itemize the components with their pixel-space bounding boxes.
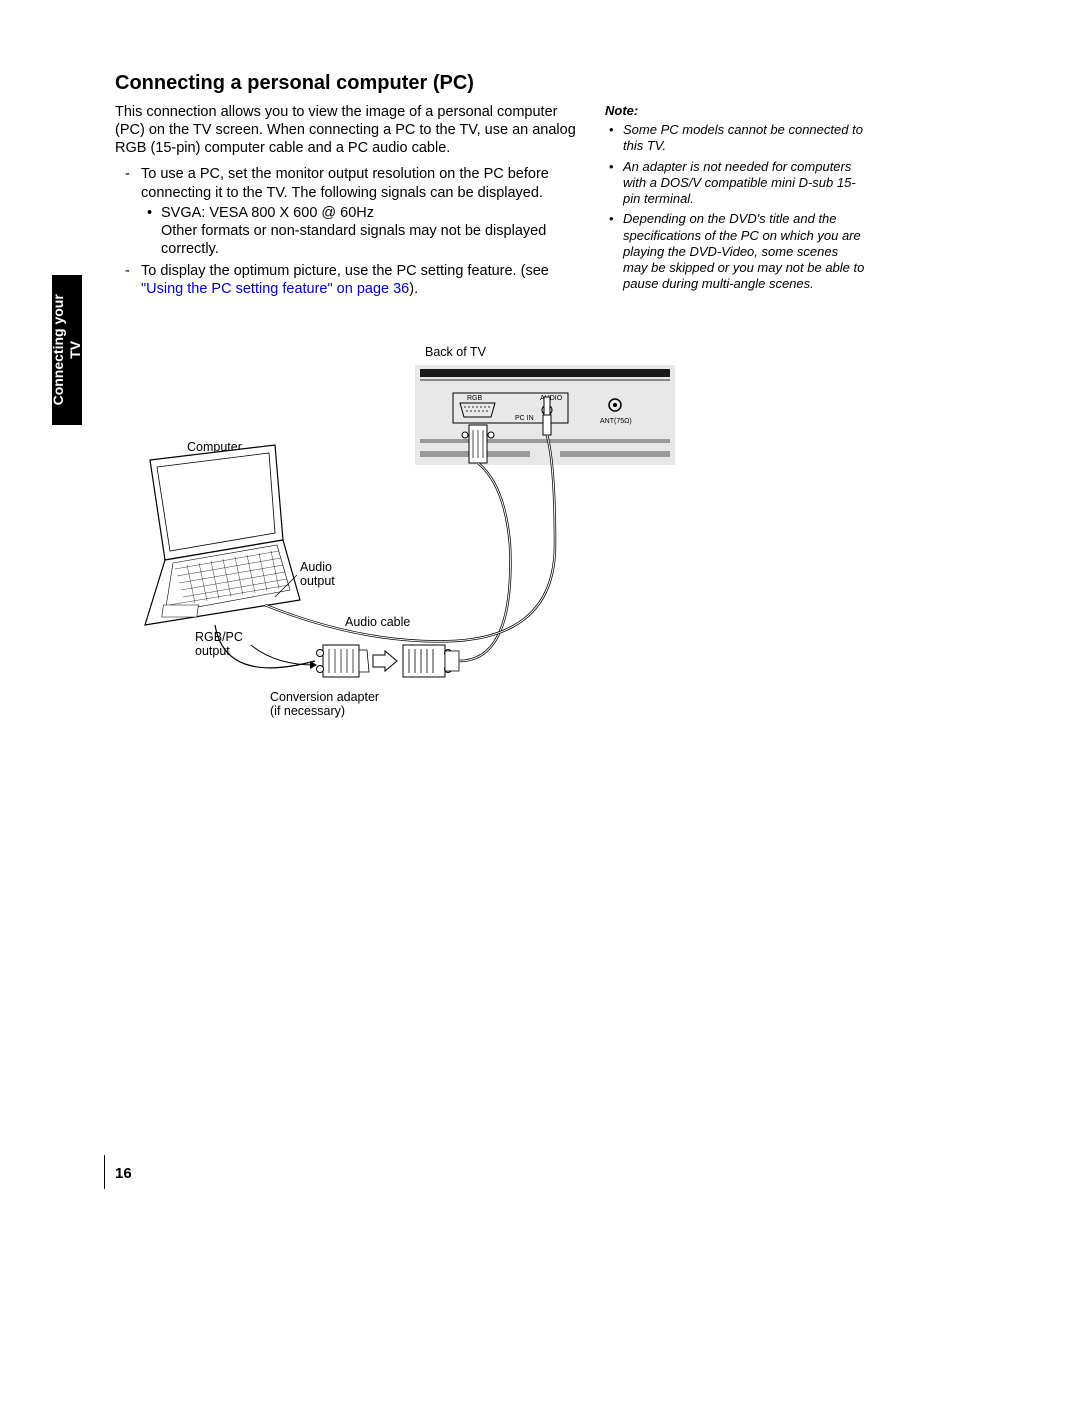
laptop-icon (145, 445, 300, 625)
sub-list: SVGA: VESA 800 X 600 @ 60Hz Other format… (141, 204, 585, 258)
right-column: Note: Some PC models cannot be connected… (605, 103, 865, 302)
sub-bullet-text: SVGA: VESA 800 X 600 @ 60Hz (161, 205, 374, 221)
page-number-divider (104, 1155, 105, 1189)
left-column: This connection allows you to view the i… (115, 103, 585, 302)
list-item-text: To use a PC, set the monitor output reso… (141, 166, 549, 200)
note-heading: Note: (605, 103, 865, 118)
port-label-ant: ANT(75Ω) (600, 418, 632, 425)
list-item: To use a PC, set the monitor output reso… (129, 165, 585, 258)
conversion-adapter-icon (317, 645, 460, 677)
note-item: Some PC models cannot be connected to th… (605, 122, 865, 155)
note-list: Some PC models cannot be connected to th… (605, 122, 865, 293)
instruction-list: To use a PC, set the monitor output reso… (115, 165, 585, 298)
list-item-text-b: ). (409, 281, 418, 297)
note-item: An adapter is not needed for computers w… (605, 159, 865, 208)
diagram-svg: RGB AUDIO PC IN ANT(75Ω) (115, 345, 675, 735)
page-content: Connecting a personal computer (PC) This… (115, 72, 965, 302)
note-item: Depending on the DVD's title and the spe… (605, 211, 865, 292)
list-item-text-a: To display the optimum picture, use the … (141, 263, 549, 279)
sub-text: Other formats or non-standard signals ma… (161, 222, 585, 258)
list-item: To display the optimum picture, use the … (129, 262, 585, 298)
port-label-pcin: PC IN (515, 415, 534, 422)
page-title: Connecting a personal computer (PC) (115, 72, 965, 95)
cross-reference-link[interactable]: "Using the PC setting feature" on page 3… (141, 281, 409, 297)
sub-list-item: SVGA: VESA 800 X 600 @ 60Hz Other format… (161, 204, 585, 258)
section-tab: Connecting your TV (52, 275, 82, 425)
connection-diagram: Back of TV Computer Audio output Audio c… (115, 345, 675, 735)
port-label-rgb: RGB (467, 395, 483, 402)
intro-paragraph: This connection allows you to view the i… (115, 103, 585, 157)
section-tab-label: Connecting your TV (50, 294, 84, 405)
port-label-audio: AUDIO (540, 395, 563, 402)
columns: This connection allows you to view the i… (115, 103, 965, 302)
page-number: 16 (115, 1165, 132, 1182)
